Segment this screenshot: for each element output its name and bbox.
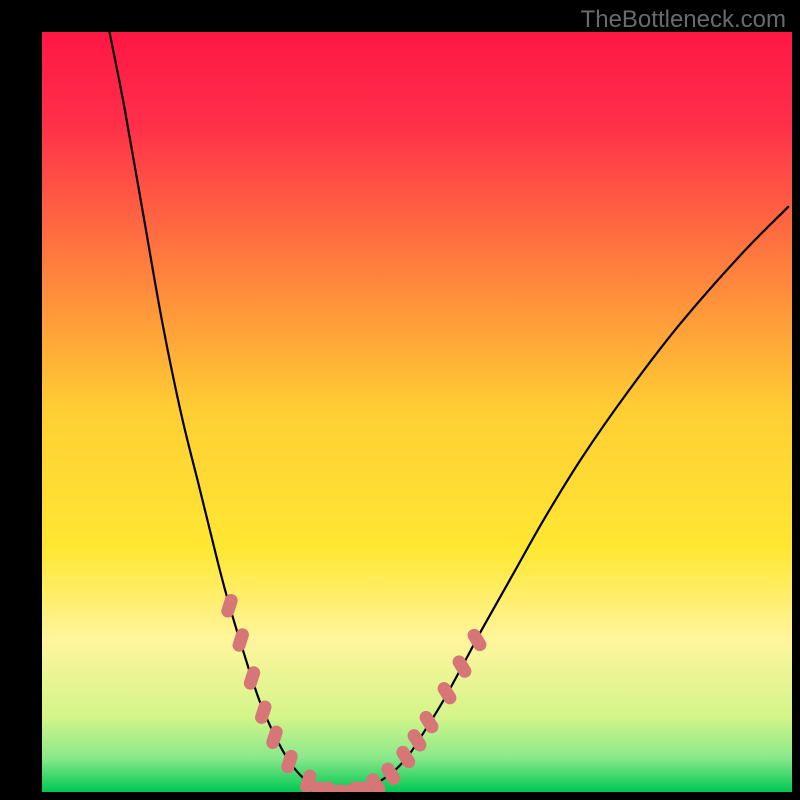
- curve-right: [365, 207, 789, 788]
- data-marker: [242, 665, 262, 692]
- data-marker: [435, 680, 459, 707]
- marker-group: [220, 592, 489, 792]
- data-marker: [231, 627, 251, 654]
- data-marker: [450, 653, 474, 680]
- chart-stage: TheBottleneck.com: [0, 0, 800, 800]
- watermark-label: TheBottleneck.com: [581, 6, 786, 34]
- data-marker: [253, 699, 273, 726]
- data-marker: [465, 626, 489, 653]
- curve-left: [110, 32, 320, 787]
- curve-layer: [42, 32, 792, 792]
- data-marker: [220, 592, 240, 619]
- plot-area: [42, 32, 792, 792]
